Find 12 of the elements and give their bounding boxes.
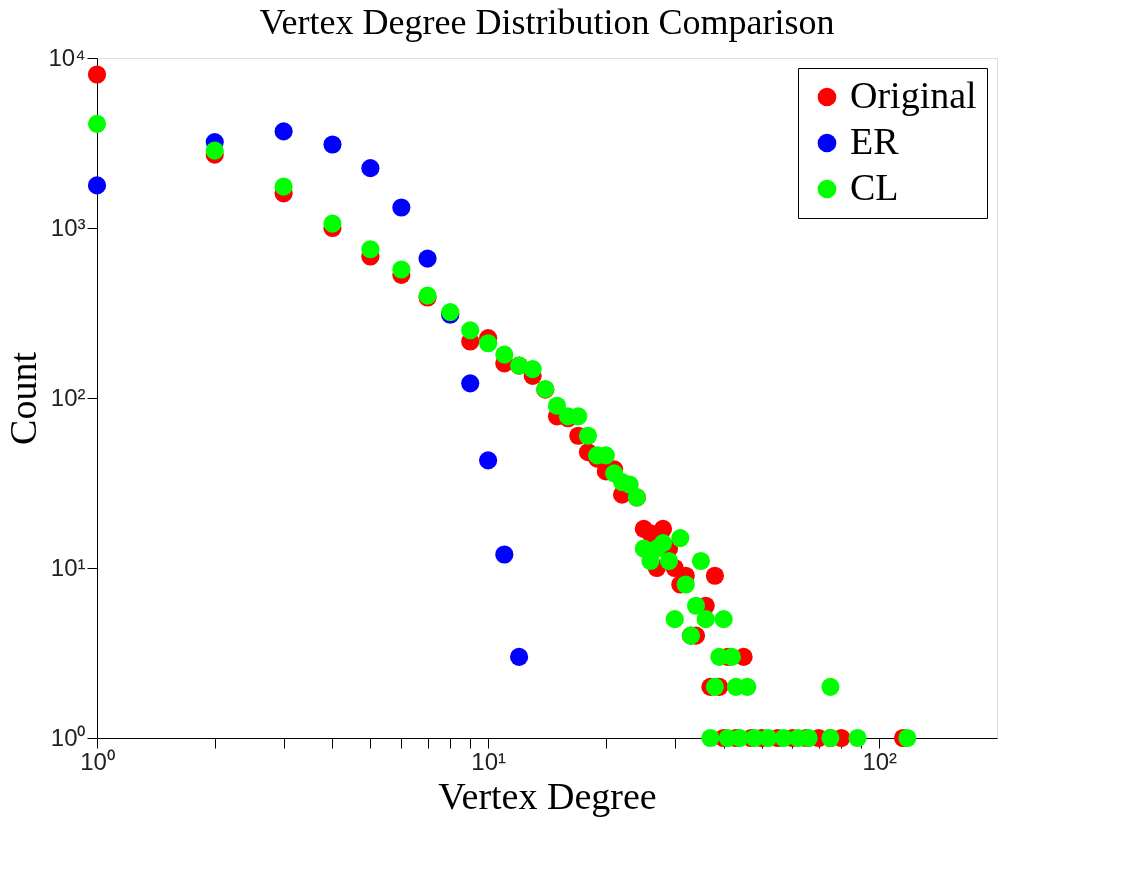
y-tick-label: 10² [50, 383, 86, 411]
legend-label: Original [850, 74, 977, 116]
y-axis-title: Count [2, 351, 45, 445]
y-tick-label: 10¹ [50, 553, 86, 581]
x-axis-title: Vertex Degree [438, 774, 657, 817]
y-tick-label: 10⁴ [48, 43, 86, 71]
y-tick-label: 10³ [50, 213, 86, 241]
legend-label: CL [850, 166, 899, 208]
legend-label: ER [850, 120, 900, 162]
x-tick-label: 10² [862, 747, 898, 775]
chart-title: Vertex Degree Distribution Comparison [259, 2, 835, 42]
x-tick-label: 10¹ [471, 747, 506, 775]
